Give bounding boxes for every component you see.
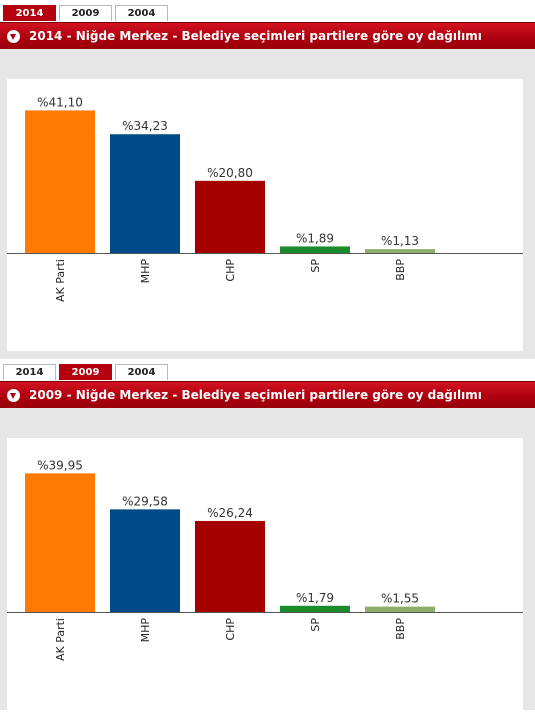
bar-mhp	[110, 134, 180, 253]
panel-title: 2014 - Niğde Merkez - Belediye seçimleri…	[29, 29, 482, 43]
bar-sp	[280, 246, 350, 253]
value-label: %29,58	[122, 494, 168, 508]
panel-header: 2009 - Niğde Merkez - Belediye seçimleri…	[0, 381, 535, 408]
category-label: AK Parti	[54, 618, 67, 661]
category-label: BBP	[394, 259, 407, 281]
year-tabs: 2014 2009 2004	[3, 5, 171, 22]
tab-year-2014[interactable]: 2014	[3, 364, 56, 380]
category-label: MHP	[139, 259, 152, 284]
bar-ak-parti	[25, 110, 95, 253]
bar-ak-parti	[25, 473, 95, 612]
category-label: BBP	[394, 618, 407, 640]
value-label: %1,55	[381, 592, 419, 606]
value-label: %39,95	[37, 458, 83, 472]
plot-area: %41,10 AK Parti %34,23 MHP %20,80 CHP %1,89 SP%…	[7, 79, 523, 351]
tab-year-2014[interactable]: 2014	[3, 5, 56, 21]
bar-chart: %39,95 AK Parti %29,58 MHP %26,24 CHP %1,79 SP%…	[7, 458, 523, 661]
collapse-arrow-icon[interactable]	[7, 29, 20, 43]
tab-year-2009[interactable]: 2009	[59, 5, 112, 21]
tab-year-2004[interactable]: 2004	[115, 364, 168, 380]
category-label: SP	[309, 618, 322, 632]
panel-title: 2009 - Niğde Merkez - Belediye seçimleri…	[29, 388, 482, 402]
chart-area: %41,10 AK Parti %34,23 MHP %20,80 CHP %1,89 SP%…	[0, 49, 535, 359]
value-label: %20,80	[207, 166, 253, 180]
bar-bbp	[365, 606, 435, 612]
value-label: %34,23	[122, 119, 168, 133]
tab-year-2004[interactable]: 2004	[115, 5, 168, 21]
category-label: MHP	[139, 618, 152, 643]
value-label: %1,89	[296, 231, 334, 245]
year-tabs: 2014 2009 2004	[3, 364, 171, 381]
category-label: SP	[309, 259, 322, 273]
bar-sp	[280, 605, 350, 612]
results-panel-2: 2014 2009 2004 2009 - Niğde Merkez - Bel…	[0, 364, 535, 718]
category-label: CHP	[224, 618, 237, 641]
panel-header: 2014 - Niğde Merkez - Belediye seçimleri…	[0, 22, 535, 49]
category-label: AK Parti	[54, 259, 67, 302]
category-label: CHP	[224, 259, 237, 282]
chart-area: %39,95 AK Parti %29,58 MHP %26,24 CHP %1,79 SP%…	[0, 408, 535, 710]
value-label: %26,24	[207, 506, 253, 520]
plot-area: %39,95 AK Parti %29,58 MHP %26,24 CHP %1,79 SP%…	[7, 438, 523, 710]
collapse-arrow-icon[interactable]	[7, 388, 20, 402]
value-label: %1,13	[381, 234, 419, 248]
value-label: %41,10	[37, 95, 83, 109]
bar-mhp	[110, 509, 180, 612]
bar-bbp	[365, 249, 435, 253]
bar-chp	[195, 520, 265, 612]
bar-chart: %41,10 AK Parti %34,23 MHP %20,80 CHP %1,89 SP%…	[7, 95, 523, 302]
tab-year-2009[interactable]: 2009	[59, 364, 112, 380]
results-panel-1: 2014 2009 2004 2014 - Niğde Merkez - Bel…	[0, 5, 535, 359]
value-label: %1,79	[296, 591, 334, 605]
bar-chp	[195, 180, 265, 253]
